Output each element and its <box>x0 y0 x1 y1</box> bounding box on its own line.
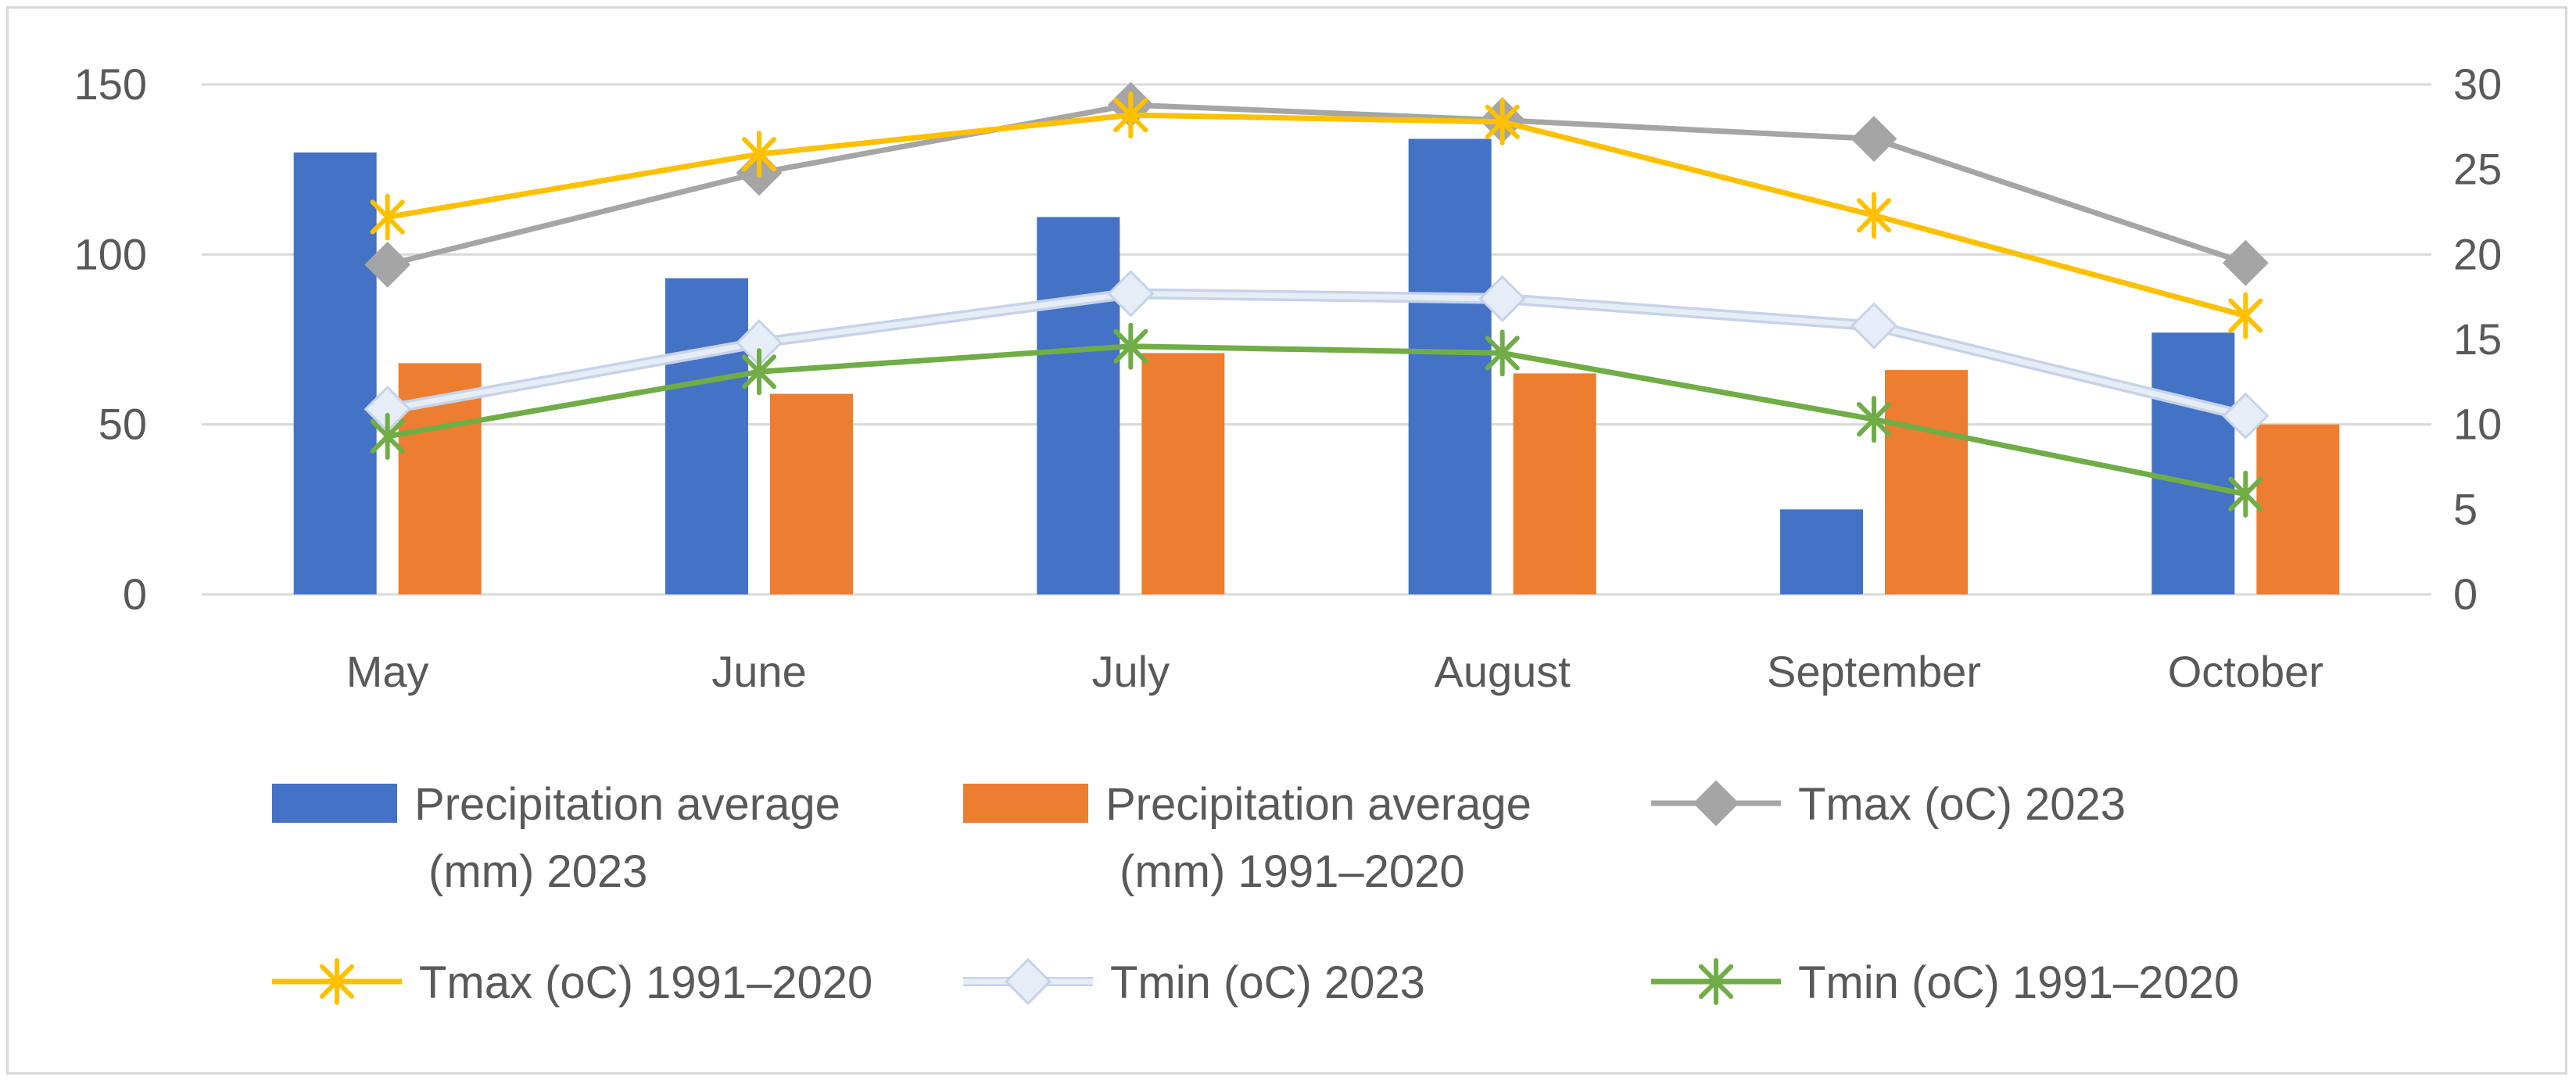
line-tmax-2023 <box>386 102 2247 267</box>
bar-precip-2023 <box>1780 509 1863 594</box>
point-tmin-1991-2020 <box>741 348 777 396</box>
bar-precip-1991-2020 <box>2256 424 2340 594</box>
left-tick-label: 50 <box>99 400 147 449</box>
right-tick-label: 0 <box>2453 569 2477 619</box>
left-axis: 0 50 100 150 <box>74 59 147 619</box>
right-tick-label: 30 <box>2453 59 2502 109</box>
left-tick-label: 150 <box>74 59 147 109</box>
legend-label: (mm) 2023 <box>428 846 647 897</box>
bar-series <box>293 138 2340 595</box>
line-tmin-2023 <box>387 290 2247 419</box>
left-tick-label: 100 <box>74 229 147 278</box>
legend-swatch-precip-1991-2020 <box>963 784 1088 823</box>
legend-label: Tmax (oC) 1991–2020 <box>419 957 872 1008</box>
legend-label: (mm) 1991–2020 <box>1120 846 1465 897</box>
point-tmin-2023 <box>1107 270 1155 318</box>
point-tmax-1991-2020 <box>2228 292 2263 339</box>
legend-label: Precipitation average <box>1105 779 1532 830</box>
right-axis: 0 5 10 15 20 25 30 <box>2453 59 2502 619</box>
point-tmin-1991-2020 <box>1485 329 1520 377</box>
bar-precip-1991-2020 <box>1141 353 1225 594</box>
right-tick-label: 20 <box>2453 229 2502 278</box>
x-axis: May June July August September October <box>346 647 2323 696</box>
legend: Precipitation average (mm) 2023 Precipitat… <box>272 779 2239 1008</box>
point-tmax-2023 <box>364 241 411 288</box>
point-tmin-1991-2020 <box>1113 322 1148 370</box>
legend-marker-tmax-2023 <box>1693 780 1739 827</box>
legend-label: Tmin (oC) 1991–2020 <box>1798 957 2239 1008</box>
legend-label: Tmax (oC) 2023 <box>1798 779 2126 830</box>
category-label: July <box>1092 647 1170 696</box>
point-tmax-2023 <box>2222 239 2269 286</box>
legend-marker-tmax-1991-2020 <box>319 958 355 1005</box>
line-tmin-1991-2020 <box>387 343 2247 497</box>
category-label: May <box>346 647 429 696</box>
point-tmin-2023 <box>1850 302 1898 350</box>
right-tick-label: 5 <box>2453 484 2477 533</box>
legend-label: Tmin (oC) 2023 <box>1110 957 1425 1008</box>
right-tick-label: 25 <box>2453 145 2502 194</box>
point-tmax-2023 <box>1850 116 1897 162</box>
bar-precip-2023 <box>665 278 748 594</box>
right-tick-label: 10 <box>2453 400 2502 449</box>
category-label: August <box>1434 647 1571 696</box>
bar-precip-2023 <box>293 152 377 594</box>
left-tick-label: 0 <box>123 569 147 619</box>
legend-swatch-precip-2023 <box>272 784 397 823</box>
legend-marker-tmin-2023 <box>1004 957 1052 1006</box>
legend-marker-tmin-1991-2020 <box>1698 958 1734 1005</box>
point-tmax-1991-2020 <box>1113 92 1148 139</box>
point-tmax-1991-2020 <box>370 193 405 241</box>
line-series <box>364 81 2270 518</box>
point-tmin-2023 <box>2222 392 2270 440</box>
point-tmin-1991-2020 <box>2228 470 2263 518</box>
point-tmax-1991-2020 <box>741 131 777 178</box>
point-tmax-1991-2020 <box>1856 192 1892 239</box>
point-tmin-1991-2020 <box>370 412 405 460</box>
bar-precip-2023 <box>1408 138 1492 595</box>
bar-precip-1991-2020 <box>1513 373 1596 594</box>
bar-precip-1991-2020 <box>1885 370 1968 594</box>
line-tmax-1991-2020 <box>387 112 2247 318</box>
category-label: October <box>2168 647 2323 696</box>
right-tick-label: 15 <box>2453 314 2502 364</box>
point-tmin-1991-2020 <box>1856 396 1892 443</box>
legend-label: Precipitation average <box>414 779 840 830</box>
bar-precip-2023 <box>1037 217 1120 594</box>
category-label: September <box>1767 647 1981 696</box>
point-tmax-1991-2020 <box>1485 98 1520 145</box>
bar-precip-1991-2020 <box>770 393 853 594</box>
gridlines <box>202 83 2431 596</box>
bar-precip-2023 <box>2151 332 2235 594</box>
point-tmin-2023 <box>1478 275 1526 322</box>
category-label: June <box>711 647 806 696</box>
